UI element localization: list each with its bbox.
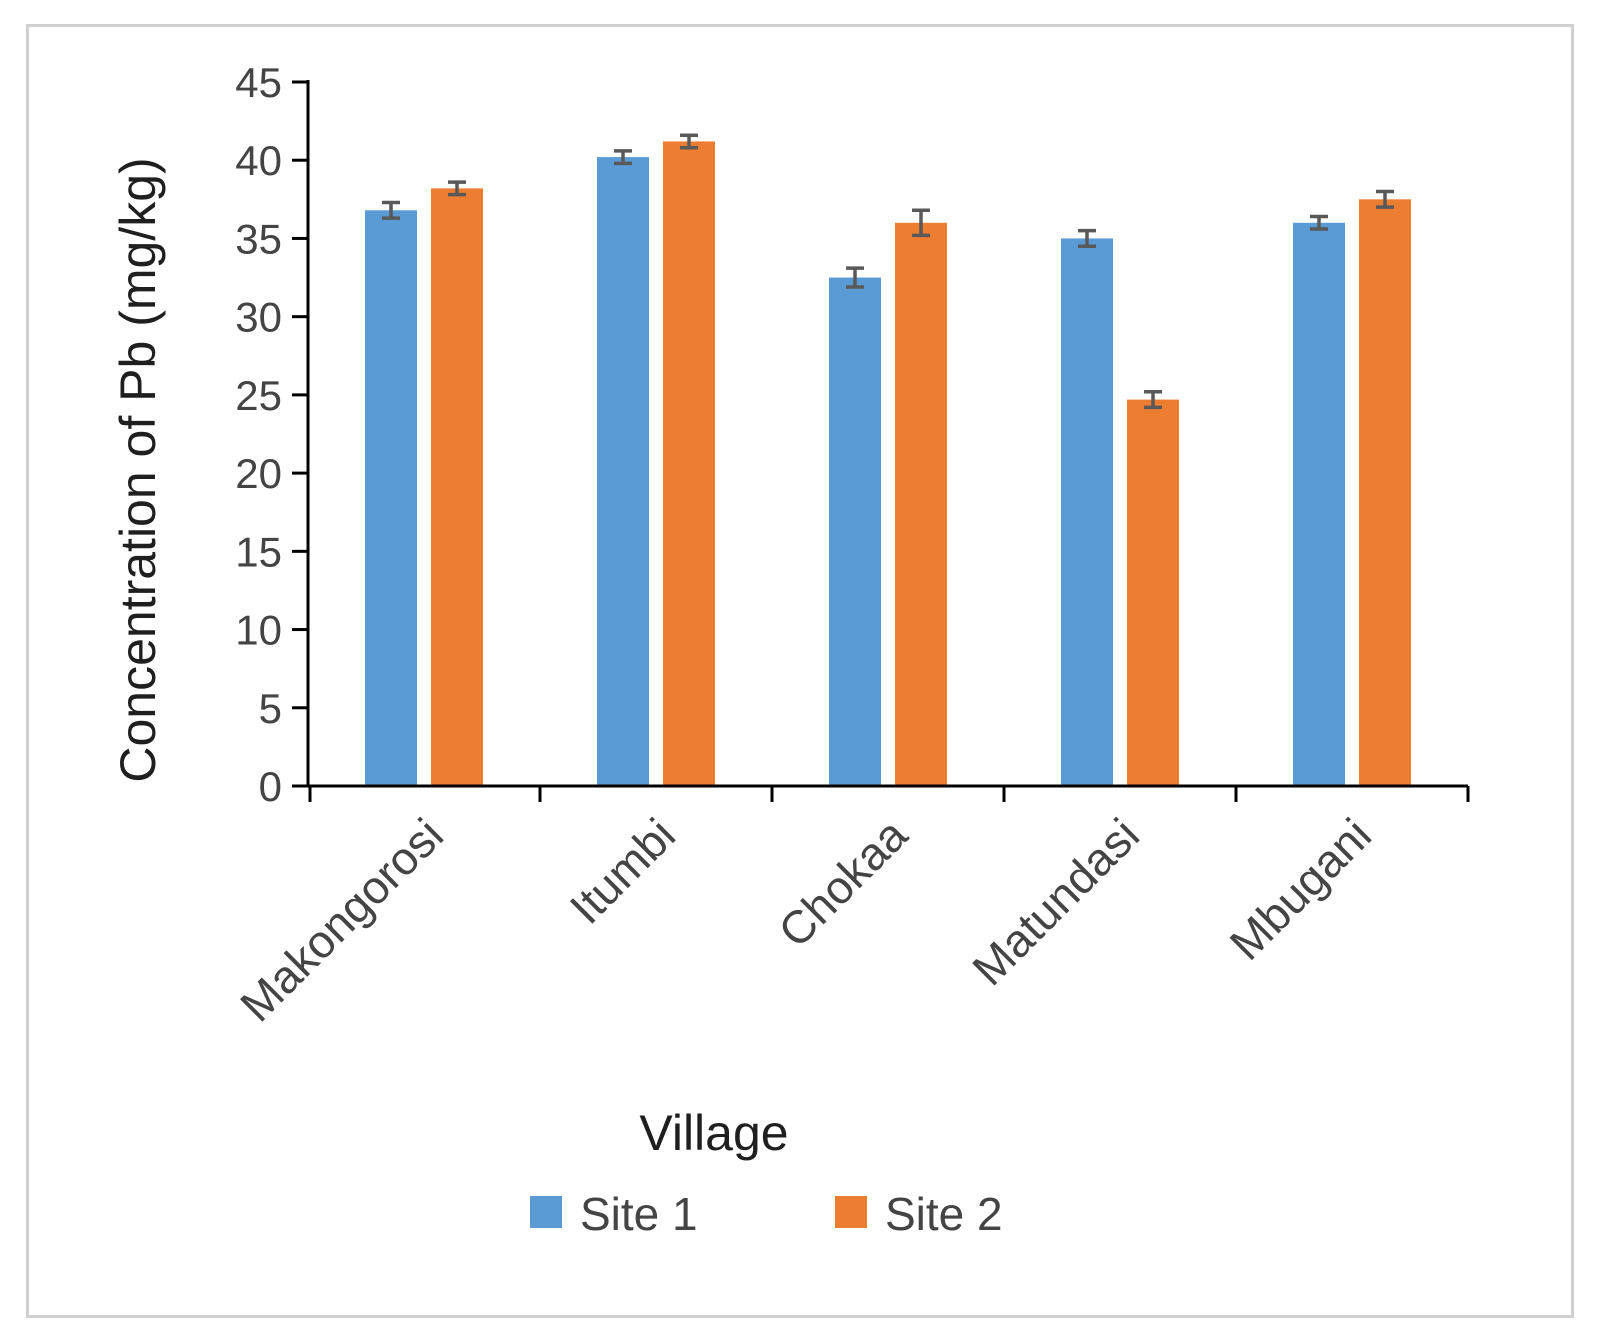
error-bar-site-2-makongorosi — [448, 180, 466, 197]
error-bar-site-1-itumbi — [614, 149, 632, 166]
x-tick-label-mbugani: Mbugani — [1220, 808, 1382, 970]
error-bar-site-1-matundasi — [1078, 228, 1096, 249]
y-tick-label-35: 35 — [235, 215, 282, 262]
y-tick-label-0: 0 — [259, 763, 282, 810]
legend-label-site-2: Site 2 — [885, 1188, 1003, 1240]
bar-site-1-mbugani — [1293, 222, 1345, 787]
legend-swatch-site-2 — [835, 1196, 867, 1228]
x-tick-label-chokaa: Chokaa — [768, 808, 917, 957]
x-axis-title: Village — [639, 1105, 788, 1161]
error-bar-site-2-itumbi — [680, 133, 698, 150]
y-tick-label-10: 10 — [235, 607, 282, 654]
x-tick-label-makongorosi: Makongorosi — [230, 808, 453, 1031]
legend: Site 1 Site 2 — [530, 1188, 1003, 1240]
bar-site-2-makongorosi — [431, 188, 483, 787]
error-bar-site-1-makongorosi — [382, 200, 400, 220]
y-tick-label-30: 30 — [235, 294, 282, 341]
bar-site-1-itumbi — [597, 157, 649, 787]
bar-site-2-itumbi — [663, 141, 715, 787]
bar-site-1-makongorosi — [365, 210, 417, 787]
error-bar-site-1-mbugani — [1310, 214, 1328, 231]
bar-site-2-matundasi — [1127, 399, 1179, 786]
error-bar-site-2-chokaa — [912, 208, 930, 238]
y-tick-label-5: 5 — [259, 685, 282, 732]
x-tick-label-itumbi: Itumbi — [560, 808, 685, 933]
bar-site-2-chokaa — [895, 222, 947, 787]
legend-label-site-1: Site 1 — [580, 1188, 698, 1240]
y-tick-label-20: 20 — [235, 450, 282, 497]
x-tick-label-matundasi: Matundasi — [962, 808, 1149, 995]
y-axis-title: Concentration of Pb (mg/kg) — [110, 157, 166, 782]
y-tick-label-25: 25 — [235, 372, 282, 419]
y-tick-label-45: 45 — [235, 59, 282, 106]
bar-site-1-chokaa — [829, 277, 881, 786]
legend-swatch-site-1 — [530, 1196, 562, 1228]
axes-layer — [292, 80, 1470, 802]
y-tick-label-15: 15 — [235, 528, 282, 575]
error-bar-site-1-chokaa — [846, 266, 864, 289]
bar-site-1-matundasi — [1061, 238, 1113, 786]
y-tick-label-40: 40 — [235, 137, 282, 184]
bars-layer — [365, 141, 1411, 787]
error-bar-site-2-matundasi — [1144, 390, 1162, 410]
error-bars-layer — [382, 133, 1394, 410]
error-bar-site-2-mbugani — [1376, 189, 1394, 209]
bar-site-2-mbugani — [1359, 199, 1411, 787]
